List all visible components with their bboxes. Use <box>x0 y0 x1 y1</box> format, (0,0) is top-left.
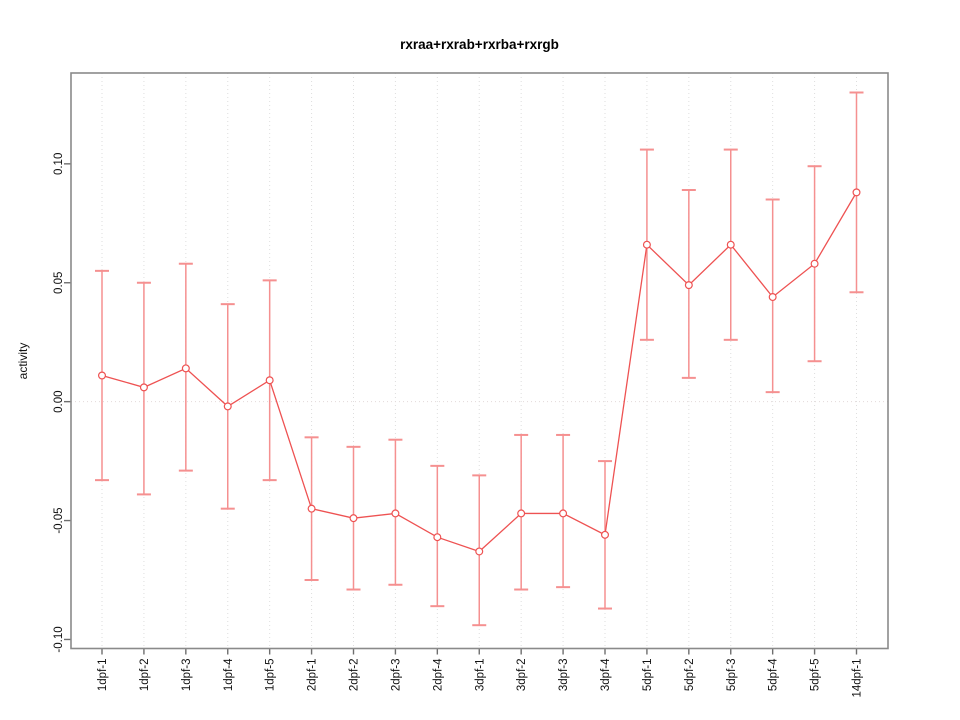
y-tick-label: -0.10 <box>53 626 65 652</box>
data-point <box>852 188 861 197</box>
data-point <box>559 509 568 518</box>
data-point <box>600 530 609 539</box>
x-tick-label: 2dpf-2 <box>349 659 361 692</box>
x-tick-label: 1dpf-1 <box>97 659 109 692</box>
grid-layer <box>71 73 888 649</box>
x-tick-label: 1dpf-3 <box>181 659 193 692</box>
data-point <box>97 371 106 380</box>
data-point <box>139 383 148 392</box>
y-tick-label: 0.05 <box>53 272 65 294</box>
data-point <box>684 281 693 290</box>
data-point <box>475 547 484 556</box>
x-tick-label: 3dpf-4 <box>600 658 612 691</box>
data-point <box>726 240 735 249</box>
y-tick-label: 0.00 <box>53 390 65 412</box>
x-tick-label: 14dpf-1 <box>852 659 864 698</box>
data-point <box>768 293 777 302</box>
x-tick-label: 3dpf-2 <box>516 659 528 692</box>
y-axis-label: activity <box>16 343 30 380</box>
x-tick-label: 2dpf-3 <box>390 659 402 692</box>
plot-box <box>70 72 889 650</box>
x-tick-label: 1dpf-2 <box>139 659 151 692</box>
x-tick-label: 5dpf-1 <box>642 659 654 692</box>
data-series-layer <box>95 91 864 627</box>
axis-layer: 1dpf-1 1dpf-2 1dpf-3 1dpf-4 1dpf-5 2dpf-1 2dpf… <box>53 72 889 698</box>
data-point <box>349 514 358 523</box>
x-tick-label: 3dpf-1 <box>474 659 486 692</box>
x-tick-label: 5dpf-5 <box>810 659 822 692</box>
data-point <box>181 364 190 373</box>
data-point <box>642 240 651 249</box>
x-tick-label: 5dpf-3 <box>726 659 738 692</box>
data-point <box>517 509 526 518</box>
y-tick-label: 0.10 <box>53 153 65 175</box>
x-tick-label: 2dpf-4 <box>432 658 444 691</box>
x-tick-label: 5dpf-4 <box>768 658 780 691</box>
data-point <box>307 504 316 513</box>
x-tick-label: 1dpf-4 <box>223 658 235 691</box>
data-point <box>810 259 819 268</box>
data-point <box>391 509 400 518</box>
x-tick-label: 1dpf-5 <box>265 659 277 692</box>
data-point <box>433 533 442 542</box>
y-tick-label: -0.05 <box>53 507 65 533</box>
chart-title: rxraa+rxrab+rxrba+rxrgb <box>400 37 559 52</box>
data-point <box>265 376 274 385</box>
x-tick-label: 5dpf-2 <box>684 659 696 692</box>
x-tick-label: 2dpf-1 <box>307 659 319 692</box>
x-tick-label: 3dpf-3 <box>558 659 570 692</box>
data-point <box>223 402 232 411</box>
